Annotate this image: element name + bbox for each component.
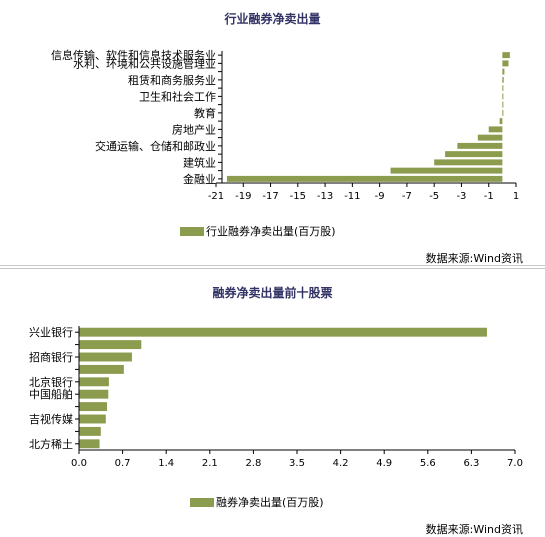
x-tick-label: 3.5 [289, 458, 305, 469]
y-tick-label: 租赁和商务服务业 [128, 73, 216, 87]
bar [390, 167, 503, 174]
x-tick-label: 0.7 [115, 458, 131, 469]
x-tick-label: 4.2 [333, 458, 349, 469]
source-note: 数据来源:Wind资讯 [425, 523, 523, 536]
bar [502, 109, 504, 116]
y-tick-label: 建筑业 [183, 155, 216, 169]
bar [434, 159, 503, 166]
bar [502, 93, 504, 100]
chart-title: 融券净卖出量前十股票 [212, 286, 333, 300]
y-tick-label: 交通运输、仓储和邮政业 [95, 139, 216, 153]
x-tick-label: 1.4 [158, 458, 174, 469]
bar [79, 377, 109, 387]
x-tick-label: -11 [344, 191, 360, 202]
bar [502, 68, 505, 75]
x-tick-label: 4.9 [376, 458, 392, 469]
top-stocks-chart-panel: 融券净卖出量前十股票 兴业银行招商银行北京银行 中国船舶吉视传媒北方稀土 0.0 0.… [0, 268, 545, 537]
x-tick-label: -9 [375, 191, 385, 202]
x-tick-label: -15 [290, 191, 306, 202]
industry-chart-panel: 行业融券净卖出量 信息传输、软件和信息技术服务业 水利、环境和公共设施管理业租赁和… [0, 0, 545, 266]
y-tick-label: 北方稀土 [29, 437, 73, 451]
bar [79, 439, 100, 449]
x-tick-label: 7.0 [507, 458, 523, 469]
x-tick-label: 6.3 [463, 458, 479, 469]
x-tick-label: -5 [429, 191, 439, 202]
bar [79, 414, 106, 424]
y-tick-label: 金融业 [183, 172, 216, 186]
y-tick-label: 卫生和社会工作 [139, 89, 216, 103]
x-tick-label: 5.6 [420, 458, 436, 469]
y-tick-label: 信息传输、软件和信息技术服务业 [51, 48, 216, 62]
bar [445, 151, 503, 158]
x-tick-label: -7 [402, 191, 412, 202]
legend-label: 融券净卖出量(百万股) [216, 496, 324, 509]
y-tick-label: 吉视传媒 [29, 412, 73, 426]
legend-label: 行业融券净卖出量(百万股) [206, 225, 336, 238]
x-tick-label: -21 [208, 191, 224, 202]
bar [499, 118, 503, 125]
bar [502, 101, 504, 108]
y-tick-label: 北京银行 [29, 375, 73, 389]
legend: 行业融券净卖出量(百万股) [180, 223, 336, 239]
bar [79, 352, 132, 362]
x-tick-label: -1 [484, 191, 494, 202]
bar [502, 85, 504, 92]
legend: 融券净卖出量(百万股) [190, 494, 324, 510]
bar [226, 175, 503, 182]
y-tick-label: 招商银行 [29, 350, 73, 364]
legend-swatch [190, 497, 214, 507]
x-tick-label: 2.8 [245, 458, 261, 469]
legend-swatch [180, 226, 204, 236]
x-tick-label: -19 [235, 191, 251, 202]
y-tick-label: 水利、环境和公共设施管理业 [73, 56, 216, 70]
chart-title: 行业融券净卖出量 [224, 12, 321, 26]
x-tick-label: 2.1 [202, 458, 218, 469]
y-tick-label: 房地产业 [172, 122, 216, 136]
bar [488, 126, 503, 133]
x-tick-label: 1 [513, 191, 519, 202]
bar [79, 389, 109, 399]
industry-bar-chart: 信息传输、软件和信息技术服务业水利、环境和公共设施管理业租赁和商务服务业卫生和社… [51, 48, 519, 202]
bar [477, 134, 503, 141]
x-tick-label: -17 [262, 191, 278, 202]
x-tick-label: 0.0 [71, 458, 87, 469]
x-tick-label: -13 [317, 191, 333, 202]
bar [79, 327, 487, 337]
bar [79, 340, 142, 350]
y-tick-label: 兴业银行 [29, 325, 73, 339]
x-tick-label: -3 [456, 191, 466, 202]
bar [79, 426, 101, 436]
bar [502, 52, 510, 59]
bar [79, 402, 108, 412]
y-tick-label: 中国船舶 [29, 387, 73, 401]
bar [502, 60, 509, 67]
bar [79, 364, 124, 374]
bar [457, 142, 503, 149]
y-tick-label: 教育 [194, 106, 216, 120]
bar [502, 76, 504, 83]
source-note: 数据来源:Wind资讯 [425, 252, 523, 265]
